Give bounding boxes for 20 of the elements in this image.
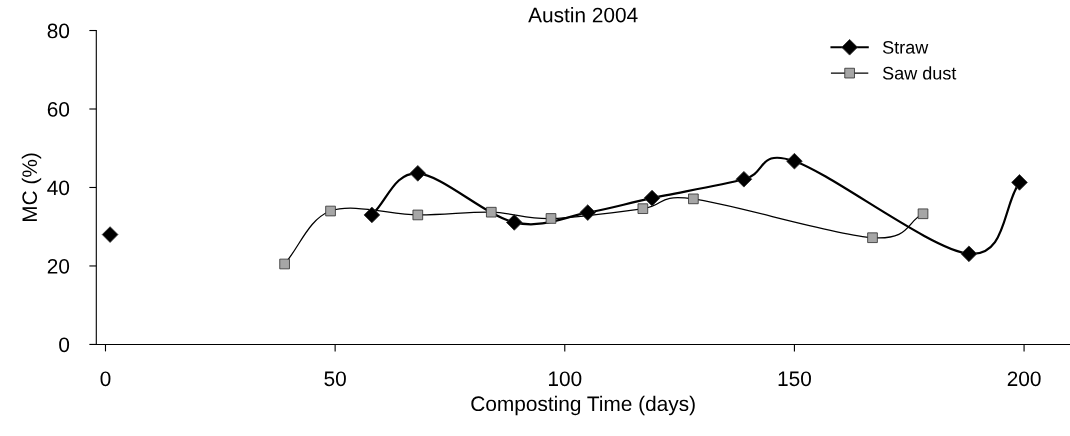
legend-label: Straw: [882, 40, 929, 54]
point: [579, 204, 597, 221]
y-tick-label: 80: [47, 23, 70, 39]
chart-title: Austin 2004: [528, 7, 638, 23]
y-tick-label: 0: [59, 337, 70, 353]
x-tick-label: 100: [548, 371, 582, 387]
point: [412, 209, 424, 221]
point: [917, 208, 929, 220]
x-tick-label: 0: [100, 371, 111, 387]
point: [101, 226, 119, 243]
x-tick-label: 200: [1007, 371, 1041, 387]
legend-label: Saw dust: [882, 66, 957, 80]
point: [786, 152, 803, 170]
y-tick-label: 60: [47, 102, 70, 117]
y-tick-label: 20: [47, 258, 70, 274]
x-axis-title: Composting Time (days): [471, 395, 695, 416]
y-axis-title: MC (%): [21, 153, 42, 222]
x-tick-label: 150: [778, 371, 811, 387]
y-tick-label: 40: [47, 180, 70, 196]
x-tick-label: 50: [324, 371, 346, 387]
